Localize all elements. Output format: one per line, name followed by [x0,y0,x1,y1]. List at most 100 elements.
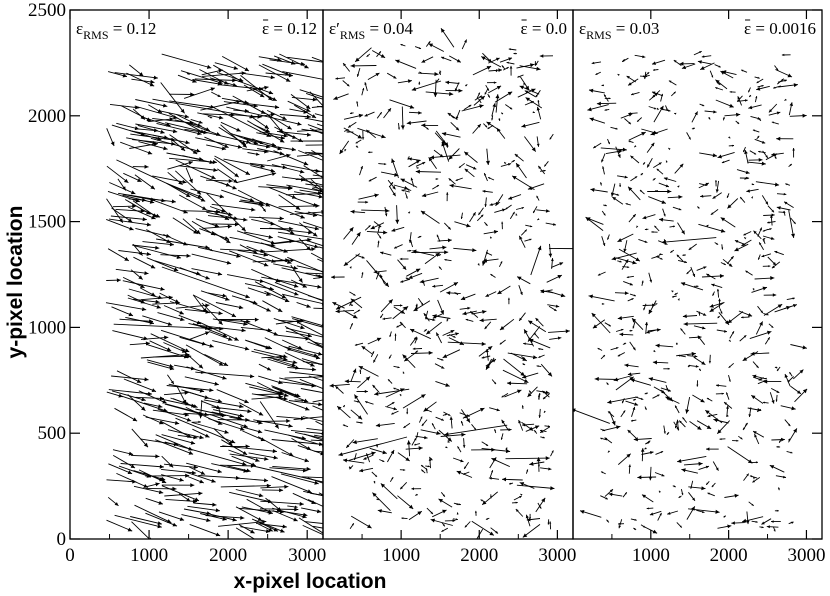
arrow-head [185,193,191,197]
arrow-head [535,318,539,322]
arrow-head [792,297,795,300]
arrow-head [446,319,449,322]
arrow-head [137,178,142,182]
arrow-head [530,101,534,104]
arrow-shaft [253,419,293,427]
arrow-head [209,388,214,393]
arrow-head [393,75,397,79]
arrow-shaft [312,186,323,191]
arrow-head [524,90,529,94]
arrow-head [771,400,775,404]
arrow-head [783,475,786,479]
arrow-head [528,337,533,342]
arrow-head [508,163,512,166]
arrow-head [524,229,527,232]
arrow-head [421,123,426,128]
arrow-shaft [138,469,167,484]
arrow-head [293,283,299,288]
arrow-head [707,492,710,495]
arrow-head [143,442,148,448]
arrow-shaft [481,447,511,452]
arrow-head [723,263,726,265]
arrow-head [604,108,607,111]
arrow-head [395,59,400,64]
arrow-shaft [105,302,147,311]
arrow-head [677,354,681,357]
arrow-head [525,514,529,519]
arrow-shaft [304,521,323,524]
arrow-head [653,178,656,181]
arrow-shaft [280,473,319,485]
arrow-head [628,113,633,117]
arrow-head [375,73,380,77]
arrow-head [502,477,507,482]
arrow-head [164,335,169,340]
arrow-head [222,375,227,380]
arrow-head [253,250,258,254]
arrow-head [430,458,433,461]
arrow-head [270,221,275,226]
arrow-head [265,144,271,149]
arrow-head [747,313,753,317]
arrow-shaft [175,304,210,309]
arrow-shaft [133,245,182,259]
arrow-head [634,176,638,179]
arrow-head [155,299,160,304]
arrow-head [354,394,359,399]
arrow-head [447,440,450,443]
arrow-head [755,520,758,523]
arrow-shaft [265,72,294,77]
arrow-shaft [214,158,239,178]
arrow-head [784,98,787,101]
arrow-head [497,290,502,294]
arrow-shaft [361,209,390,212]
arrow-head [127,218,133,223]
y-tick-label: 2000 [28,106,66,127]
arrow-head [607,399,612,404]
arrow-shaft [276,130,312,136]
arrow-head [411,87,417,91]
arrow-head [538,415,541,418]
arrow-head [122,73,127,78]
arrow-head [727,524,732,529]
arrow-head [241,71,246,76]
arrow-head [439,70,442,73]
arrow-head [415,303,418,306]
arrow-head [364,389,368,393]
arrow-head [498,118,501,121]
arrow-head [326,301,331,305]
arrow-head [192,79,197,83]
arrow-head [142,217,147,222]
arrow-shaft [259,508,299,510]
arrow-head [715,79,720,84]
arrow-head [171,137,176,142]
arrow-head [381,134,386,139]
arrow-head [365,200,369,204]
arrow-head [351,178,355,182]
arrow-head [380,54,386,58]
arrow-head [602,243,606,246]
arrow-head [279,354,284,359]
arrow-head [492,359,496,363]
arrow-head [630,378,635,383]
arrow-head [641,280,644,283]
arrow-shaft [299,378,323,390]
arrow-head [731,521,735,525]
arrow-head [467,306,471,310]
arrow-head [341,187,345,191]
arrow-head [496,408,500,412]
arrow-head [543,169,546,172]
arrow-head [447,113,452,117]
arrow-head [538,355,541,358]
arrow-head [245,417,250,422]
arrow-head [380,483,386,488]
arrow-head [718,298,721,302]
arrow-head [400,125,405,130]
stat-mean: ε = 0.12 [262,19,317,38]
arrow-shaft [312,174,323,177]
arrow-shaft [185,344,224,366]
arrow-head [421,469,424,472]
arrow-head [776,390,780,393]
arrow-head [333,133,337,137]
arrow-head [292,360,298,365]
